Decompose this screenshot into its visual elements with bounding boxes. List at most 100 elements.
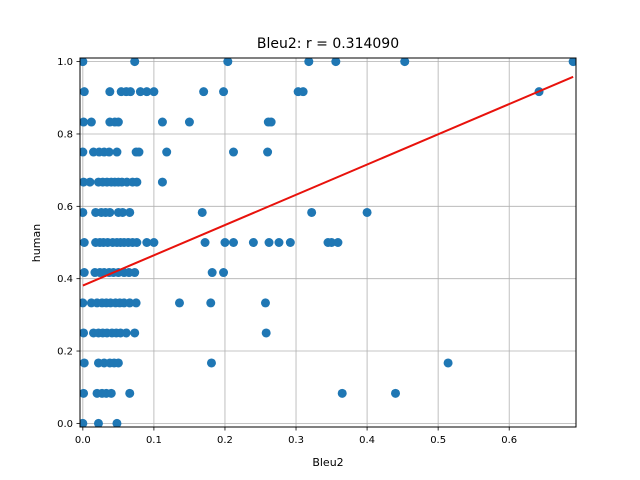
data-point xyxy=(333,238,343,247)
data-point xyxy=(207,268,217,278)
data-point xyxy=(174,298,184,308)
data-point xyxy=(106,388,116,398)
data-point xyxy=(80,388,89,398)
x-tick-label: 0.1 xyxy=(146,435,162,446)
data-point xyxy=(80,147,88,157)
data-point xyxy=(142,238,152,247)
data-point xyxy=(274,238,284,247)
data-point xyxy=(132,238,142,247)
scatter-points xyxy=(80,58,576,427)
data-point xyxy=(264,238,274,247)
data-point xyxy=(568,58,576,67)
y-axis-ticks: 0.0 0.2 0.4 0.6 0.8 1.0 xyxy=(57,57,80,430)
data-point xyxy=(331,58,341,67)
data-point xyxy=(157,177,167,187)
data-point xyxy=(112,147,122,157)
y-tick-label: 0.0 xyxy=(57,419,73,430)
data-point xyxy=(162,147,172,157)
x-tick-label: 0.2 xyxy=(217,435,233,446)
data-point xyxy=(362,207,372,217)
data-point xyxy=(104,147,114,157)
x-tick-label: 0.0 xyxy=(75,435,91,446)
data-point xyxy=(443,358,453,368)
data-point xyxy=(80,117,89,127)
data-point xyxy=(307,207,317,217)
y-tick-label: 0.8 xyxy=(57,129,73,140)
data-point xyxy=(219,87,229,97)
data-point xyxy=(337,388,347,398)
data-point xyxy=(142,87,152,97)
data-point xyxy=(85,177,95,187)
data-point xyxy=(105,207,115,217)
data-point xyxy=(113,117,123,127)
data-point xyxy=(261,328,271,338)
data-point xyxy=(327,238,337,247)
data-point xyxy=(285,238,295,247)
x-tick-label: 0.5 xyxy=(430,435,446,446)
data-point xyxy=(134,147,144,157)
data-point xyxy=(206,298,216,308)
data-point xyxy=(157,117,167,127)
data-point xyxy=(86,117,96,127)
data-point xyxy=(149,238,159,247)
data-point xyxy=(135,87,145,97)
data-point xyxy=(80,238,89,247)
data-point xyxy=(149,87,159,97)
data-point xyxy=(80,418,88,427)
data-point xyxy=(260,298,270,308)
data-point xyxy=(125,388,135,398)
data-point xyxy=(113,358,123,368)
x-axis-label: Bleu2 xyxy=(312,456,343,469)
data-point xyxy=(391,388,401,398)
data-point xyxy=(130,58,140,67)
data-point xyxy=(223,58,233,67)
data-point xyxy=(130,268,140,278)
data-point xyxy=(219,268,229,278)
data-point xyxy=(220,238,230,247)
data-point xyxy=(80,268,89,278)
data-point xyxy=(121,328,131,338)
data-point xyxy=(80,298,88,308)
y-tick-label: 0.2 xyxy=(57,347,73,358)
data-point xyxy=(228,238,238,247)
data-point xyxy=(118,207,128,217)
y-axis-label: human xyxy=(30,224,43,262)
data-point xyxy=(197,207,207,217)
data-point xyxy=(131,298,141,308)
data-point xyxy=(199,87,209,97)
data-point xyxy=(304,58,314,67)
y-tick-label: 1.0 xyxy=(57,57,73,68)
x-tick-label: 0.3 xyxy=(288,435,304,446)
data-point xyxy=(125,207,135,217)
data-point xyxy=(80,58,88,67)
data-point xyxy=(125,87,135,97)
data-point xyxy=(125,298,135,308)
data-point xyxy=(248,238,258,247)
plot-frame xyxy=(79,57,577,428)
x-tick-label: 0.4 xyxy=(359,435,375,446)
data-point xyxy=(130,328,140,338)
data-point xyxy=(200,238,210,247)
data-point xyxy=(80,87,89,97)
data-point xyxy=(80,207,88,217)
x-axis-ticks: 0.0 0.1 0.2 0.3 0.4 0.5 0.6 xyxy=(75,427,517,446)
x-tick-label: 0.6 xyxy=(501,435,517,446)
data-point xyxy=(184,117,194,127)
chart-title: Bleu2: r = 0.314090 xyxy=(257,36,399,52)
data-point xyxy=(206,358,216,368)
data-point xyxy=(298,87,308,97)
data-point xyxy=(105,87,115,97)
regression-line xyxy=(82,75,574,287)
data-point xyxy=(80,177,89,187)
data-point xyxy=(132,177,142,187)
y-tick-label: 0.6 xyxy=(57,202,73,213)
data-point xyxy=(112,418,122,427)
data-point xyxy=(400,58,410,67)
data-point xyxy=(93,418,103,427)
data-point xyxy=(263,147,273,157)
y-tick-label: 0.4 xyxy=(57,274,73,285)
data-point xyxy=(80,358,89,368)
data-point xyxy=(266,117,276,127)
data-point xyxy=(228,147,238,157)
